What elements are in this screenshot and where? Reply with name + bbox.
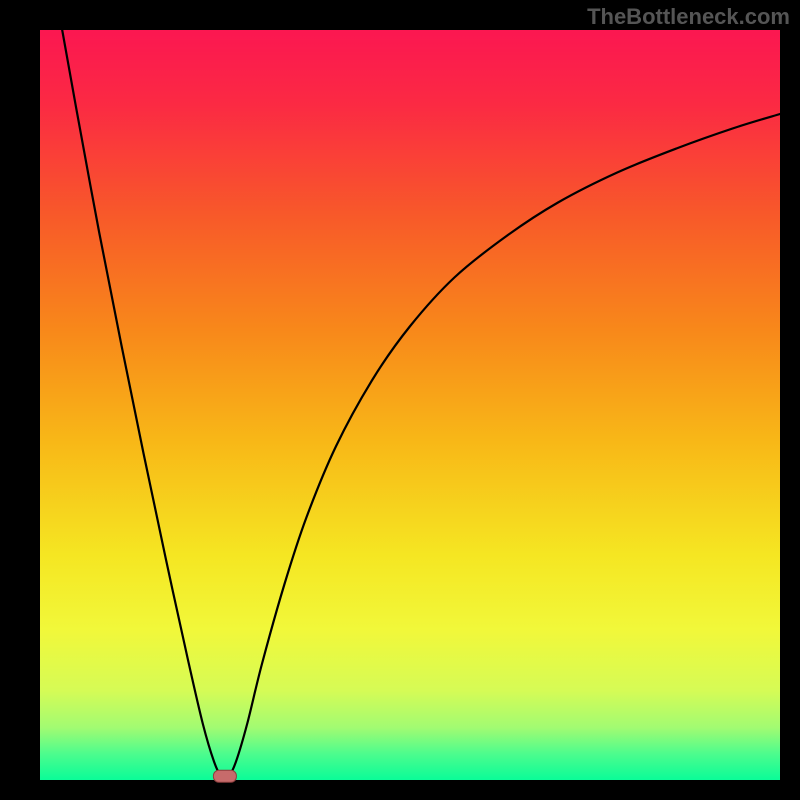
chart-stage: TheBottleneck.com — [0, 0, 800, 800]
curve-layer — [40, 30, 780, 780]
plot-frame — [40, 30, 780, 780]
optimum-marker — [213, 770, 237, 783]
bottleneck-curve — [62, 30, 780, 778]
watermark-text: TheBottleneck.com — [587, 4, 790, 30]
